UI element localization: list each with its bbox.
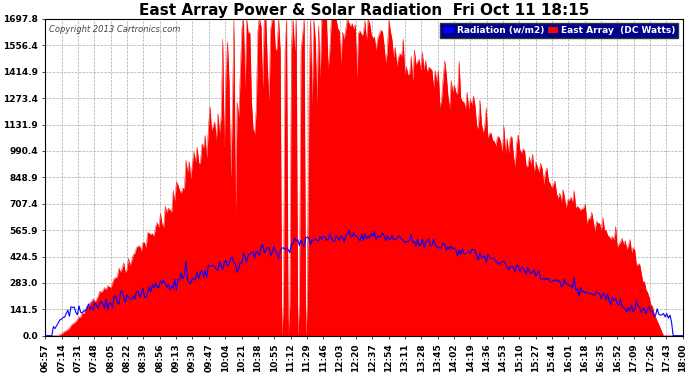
Title: East Array Power & Solar Radiation  Fri Oct 11 18:15: East Array Power & Solar Radiation Fri O… [139, 3, 589, 18]
Legend: Radiation (w/m2), East Array  (DC Watts): Radiation (w/m2), East Array (DC Watts) [440, 24, 678, 38]
Text: Copyright 2013 Cartronics.com: Copyright 2013 Cartronics.com [48, 25, 180, 34]
